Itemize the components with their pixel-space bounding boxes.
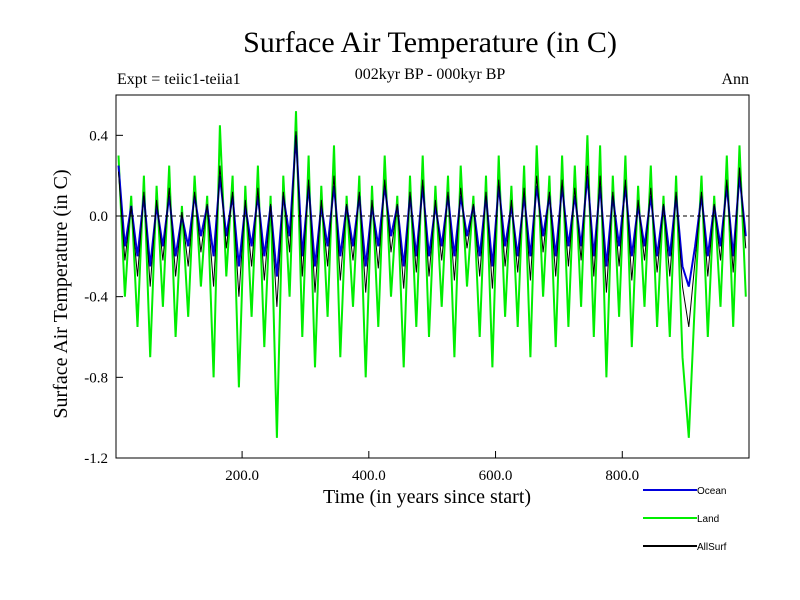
y-tick-label: -0.8: [84, 370, 108, 386]
x-tick-label: 800.0: [605, 468, 639, 484]
plot-frame: [115, 94, 750, 459]
chart-subtitle: 002kyr BP - 000kyr BP: [354, 66, 506, 83]
x-tick-label: 200.0: [225, 468, 259, 484]
y-axis-ticks: -1.2 -0.8 -0.4 0.0 0.4: [84, 128, 123, 467]
chart-title: Surface Air Temperature (in C): [243, 26, 617, 59]
x-axis-ticks: 200.0 400.0 600.0 800.0: [225, 451, 639, 484]
x-tick-label: 600.0: [479, 468, 513, 484]
legend-label-ocean: Ocean: [697, 486, 726, 497]
y-tick-label: -0.4: [84, 290, 108, 306]
season-label: Ann: [721, 71, 749, 88]
x-axis-label: Time (in years since start): [323, 486, 531, 508]
legend-label-allsurf: AllSurf: [697, 542, 727, 553]
x-tick-label: 400.0: [352, 468, 386, 484]
series-line-allsurf: [118, 131, 747, 327]
y-tick-label: 0.4: [89, 128, 108, 144]
plot-lines: [117, 111, 747, 438]
y-axis-label: Surface Air Temperature (in C): [50, 169, 72, 418]
legend: Ocean Land AllSurf: [643, 486, 727, 553]
legend-label-land: Land: [697, 514, 719, 525]
experiment-label: Expt = teiic1-teiia1: [117, 71, 241, 88]
y-tick-label: -1.2: [84, 451, 108, 467]
y-tick-label: 0.0: [89, 209, 108, 225]
